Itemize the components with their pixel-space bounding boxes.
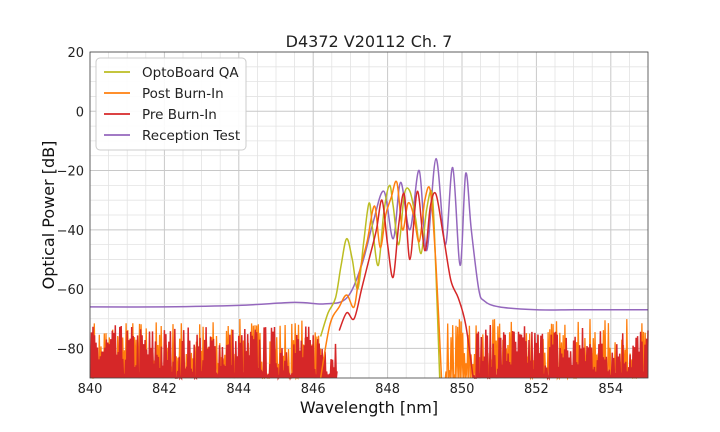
y-tick-label: −80: [57, 342, 84, 357]
y-axis-label: Optical Power [dB]: [39, 141, 58, 290]
legend-label: Reception Test: [142, 128, 240, 144]
legend: OptoBoard QA Post Burn-In Pre Burn-In Recep…: [95, 57, 247, 151]
x-tick-label: 852: [524, 382, 549, 397]
series-group: [90, 157, 648, 378]
legend-box: [95, 57, 247, 151]
series-line-pre-burn-in: [338, 190, 474, 378]
series-line-optoboard-qa: [319, 184, 441, 378]
y-tick-label: −20: [57, 165, 84, 180]
y-tick-label: 0: [76, 105, 84, 120]
series-line-post-burn-in: [319, 180, 443, 378]
x-axis-label: Wavelength [nm]: [300, 398, 438, 417]
y-tick-label: 20: [67, 46, 84, 61]
noise-floor: [89, 318, 649, 381]
x-tick-labels: 840 842 844 846 848 850 852 854: [78, 382, 624, 397]
y-tick-label: −60: [57, 283, 84, 298]
x-tick-label: 850: [450, 382, 475, 397]
x-tick-label: 842: [152, 382, 177, 397]
x-tick-label: 844: [226, 382, 251, 397]
legend-label: Pre Burn-In: [142, 107, 217, 123]
noise-floor-pre-burn-in: [89, 324, 649, 381]
plot-frame: [89, 51, 649, 379]
x-tick-label: 854: [598, 382, 623, 397]
x-tick-label: 840: [78, 382, 103, 397]
x-tick-label: 846: [301, 382, 326, 397]
y-tick-labels: 20 0 −20 −40 −60 −80: [57, 46, 84, 357]
y-tick-label: −40: [57, 224, 84, 239]
legend-label: Post Burn-In: [142, 86, 224, 102]
legend-label: OptoBoard QA: [142, 65, 239, 81]
chart-title: D4372 V20112 Ch. 7: [286, 32, 453, 51]
x-tick-label: 848: [375, 382, 400, 397]
